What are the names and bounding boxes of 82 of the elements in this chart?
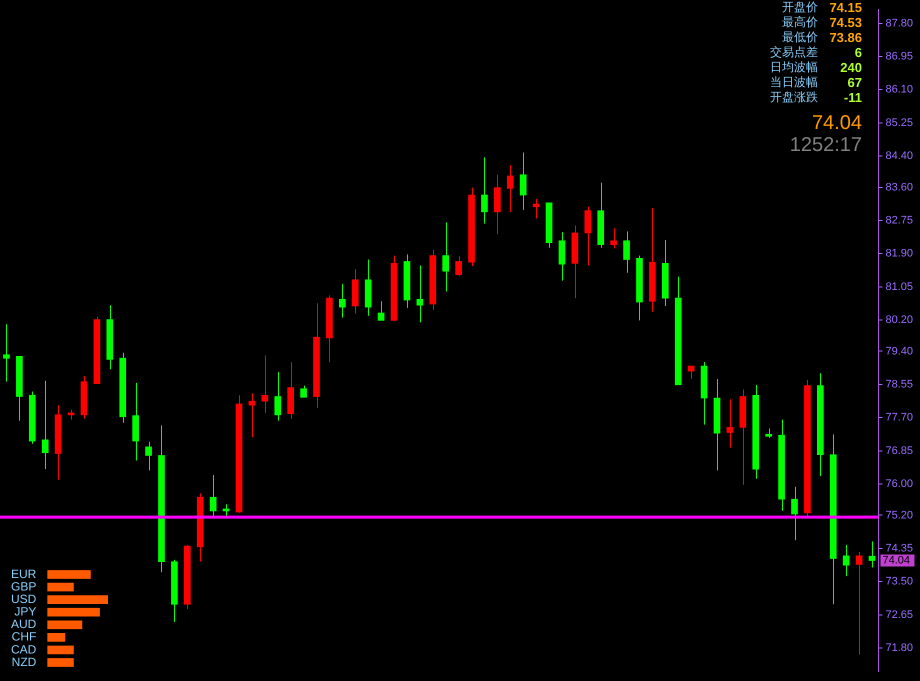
candlestick — [145, 441, 152, 471]
y-tick-label: 83.60 — [885, 181, 914, 194]
candlestick — [42, 380, 49, 470]
y-tick-label: 77.70 — [885, 412, 914, 424]
candlestick — [248, 392, 256, 438]
y-tick-label: CAD — [11, 642, 37, 656]
annotation: 交易点差 — [769, 45, 818, 60]
y-tick-label: 84.40 — [885, 150, 914, 162]
candlestick — [623, 230, 630, 274]
annotation: 最高价 — [781, 15, 818, 30]
candlestick — [300, 385, 307, 398]
bar — [47, 658, 74, 667]
y-tick-label: EUR — [11, 566, 37, 581]
y-tick-label: 78.55 — [885, 378, 914, 390]
candlestick — [791, 486, 798, 541]
candlestick — [339, 283, 346, 318]
candlestick — [868, 540, 876, 568]
y-tick-label: 71.80 — [885, 642, 914, 654]
candlestick — [481, 156, 488, 224]
annotation: 67 — [846, 75, 862, 90]
y-tick-label: 85.25 — [885, 116, 914, 129]
candlestick — [726, 398, 734, 448]
bar — [47, 633, 66, 642]
candlestick — [520, 152, 527, 210]
candlestick — [688, 366, 694, 380]
y-tick-label: 86.10 — [885, 84, 914, 96]
y-tick-label: CHF — [12, 630, 36, 644]
candlestick — [455, 256, 462, 276]
y-tick-label: NZD — [12, 654, 37, 669]
y-tick-label: 76.85 — [885, 444, 914, 457]
y-tick-label: 75.20 — [885, 509, 914, 522]
y-tick-label: 81.90 — [885, 248, 914, 260]
annotation: 日均波幅 — [769, 60, 818, 75]
y-tick-label: 87.80 — [885, 17, 914, 30]
candlestick — [610, 228, 617, 250]
bar — [47, 620, 82, 630]
annotation: 74.15 — [828, 0, 862, 15]
y-tick-label: USD — [11, 592, 37, 606]
annotation: 74.04 — [810, 112, 862, 134]
candlestick — [584, 206, 592, 266]
candlestick — [3, 324, 10, 382]
annotation: 74.53 — [828, 15, 862, 30]
annotation: -11 — [842, 90, 862, 105]
candlestick — [506, 164, 514, 212]
bar — [47, 646, 74, 654]
annotation: 当日波幅 — [769, 75, 818, 90]
candlestick — [210, 474, 216, 518]
y-tick-label: 76.00 — [885, 478, 914, 490]
y-tick-label: 74.35 — [885, 542, 914, 554]
y-tick-label: 81.05 — [885, 280, 914, 293]
annotation: 73.86 — [828, 30, 862, 45]
y-tick-label: 79.40 — [885, 345, 914, 358]
bar — [47, 608, 100, 617]
y-tick-label: JPY — [14, 604, 36, 619]
candlestick — [532, 198, 540, 219]
candlestick — [856, 551, 862, 656]
y-tick-label: 72.65 — [885, 608, 914, 621]
y-tick-label: 86.95 — [885, 50, 914, 62]
candlestick — [442, 222, 450, 292]
bar — [47, 582, 74, 592]
y-tick-label: 73.50 — [885, 576, 914, 588]
y-tick-label: 82.75 — [885, 214, 914, 226]
candlestick — [262, 355, 268, 414]
candlestick — [274, 371, 282, 422]
candlestick — [416, 264, 424, 323]
bar — [47, 595, 108, 604]
candlestick — [378, 300, 384, 321]
annotation: 开盘涨跌 — [769, 90, 818, 105]
candlestick — [842, 544, 850, 577]
y-tick-label: AUD — [11, 617, 37, 632]
candlestick — [765, 428, 772, 438]
annotation: 6 — [854, 45, 862, 60]
bar — [47, 570, 91, 579]
candlestick — [222, 504, 230, 517]
annotation: 74.04 — [882, 554, 910, 567]
candlestick — [68, 409, 74, 420]
annotation: 1252:17 — [788, 134, 862, 156]
annotation: 开盘价 — [781, 0, 818, 15]
annotation: 240 — [839, 60, 862, 75]
y-tick-label: GBP — [11, 579, 36, 594]
annotation: 最低价 — [781, 30, 818, 45]
y-tick-label: 80.20 — [885, 314, 914, 326]
